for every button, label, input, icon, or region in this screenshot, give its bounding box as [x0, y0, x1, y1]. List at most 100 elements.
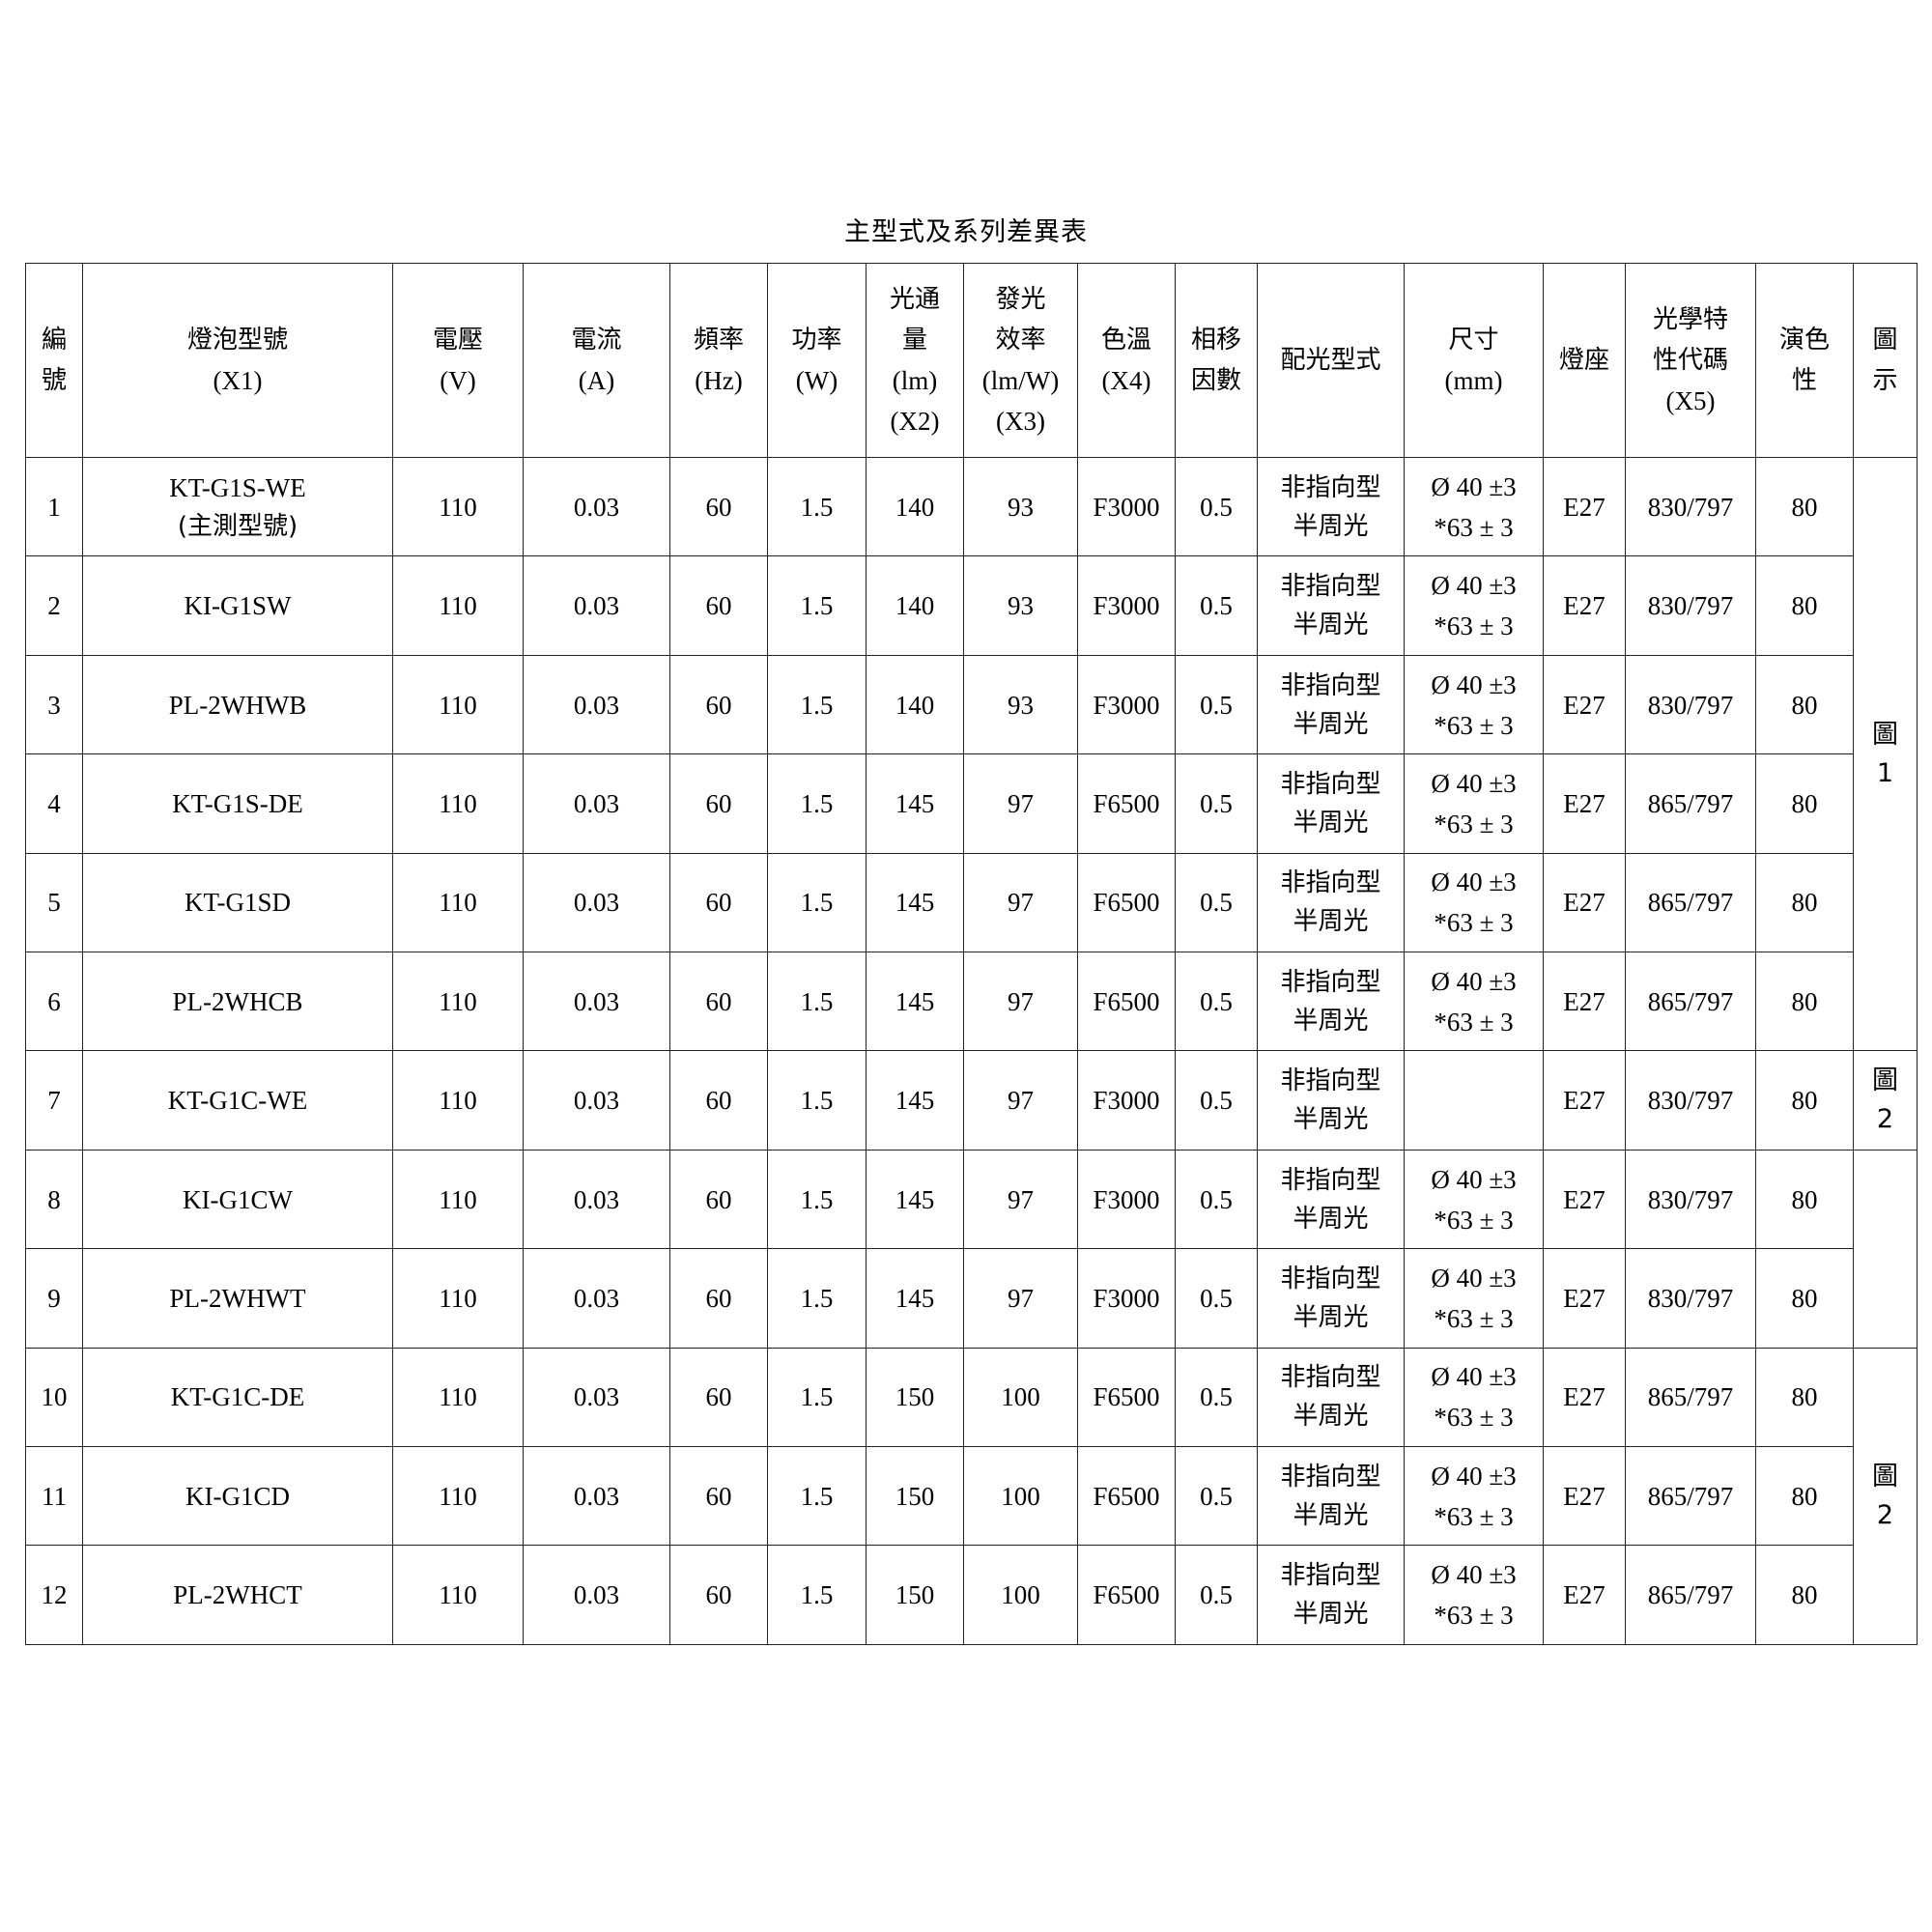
cell-efficacy: 93 [963, 555, 1078, 656]
cri-value: 80 [1791, 788, 1818, 818]
cell-cct: F3000 [1077, 1248, 1176, 1349]
cell-cri: 80 [1755, 1446, 1854, 1547]
cell-optical: 830/797 [1625, 654, 1756, 755]
header-size-unit: (mm) [1444, 366, 1503, 395]
header-power-label: 功率 [791, 326, 842, 355]
cell-model: PL-2WHWB [82, 654, 393, 755]
cell-optical: 865/797 [1625, 852, 1756, 953]
current-value: 0.03 [573, 1086, 620, 1116]
header-efficacy: 發光 效率 (lm/W) (X3) [963, 263, 1078, 458]
cell-no: 2 [25, 555, 83, 656]
current-value: 0.03 [573, 788, 620, 818]
pf-value: 0.5 [1200, 1184, 1233, 1214]
cell-power: 1.5 [767, 1545, 867, 1645]
cri-value: 80 [1791, 1481, 1818, 1511]
model-name: KT-G1C-WE [167, 1086, 308, 1116]
header-voltage-unit: (V) [440, 366, 476, 395]
distribution-value: 非指向型 半周光 [1280, 1363, 1381, 1432]
cell-model: KT-G1C-WE [82, 1050, 393, 1151]
cell-model: KT-G1SD [82, 852, 393, 953]
frequency-value: 60 [705, 1481, 732, 1511]
cell-cct: F3000 [1077, 1050, 1176, 1151]
header-flux: 光通 量 (lm) (X2) [866, 263, 964, 458]
pf-value: 0.5 [1200, 1382, 1233, 1412]
cell-optical: 830/797 [1625, 1149, 1756, 1250]
cell-no: 5 [25, 852, 83, 953]
cell-no: 7 [25, 1050, 83, 1151]
header-voltage: 電壓 (V) [392, 263, 524, 458]
model-name: KT-G1S-WE [169, 472, 306, 502]
current-value: 0.03 [573, 1184, 620, 1214]
header-optical-label: 光學特 性代碼 [1652, 305, 1728, 375]
cell-cct: F6500 [1077, 1446, 1176, 1547]
cell-base: E27 [1543, 1446, 1626, 1547]
cell-flux: 140 [866, 654, 964, 755]
cell-voltage: 110 [392, 753, 524, 854]
table-row: 5 KT-G1SD 110 0.03 60 1.5 145 97 F6500 0.5 非指向型 半周… [25, 852, 1918, 953]
cell-cct: F3000 [1077, 555, 1176, 656]
cri-value: 80 [1791, 591, 1818, 621]
header-power: 功率 (W) [767, 263, 867, 458]
no-value: 7 [47, 1086, 61, 1116]
cell-figure: 圖 2 [1853, 1050, 1918, 1151]
cell-figure: 圖 2 [1853, 1347, 1918, 1646]
flux-value: 145 [895, 1184, 935, 1214]
cell-efficacy: 100 [963, 1347, 1078, 1448]
distribution-value: 非指向型 半周光 [1280, 1165, 1381, 1234]
header-cct: 色溫 (X4) [1077, 263, 1176, 458]
voltage-value: 110 [439, 1184, 477, 1214]
pf-value: 0.5 [1200, 788, 1233, 818]
cell-power: 1.5 [767, 1446, 867, 1547]
model-name: KI-G1CD [185, 1481, 290, 1511]
cell-distribution: 非指向型 半周光 [1257, 1446, 1405, 1547]
cell-model: KI-G1CW [82, 1149, 393, 1250]
cell-flux: 150 [866, 1347, 964, 1448]
cell-base: E27 [1543, 1149, 1626, 1250]
header-distribution: 配光型式 [1257, 263, 1405, 458]
header-pf-label: 相移 因數 [1190, 326, 1241, 395]
model-name: KT-G1C-DE [170, 1382, 305, 1412]
pf-value: 0.5 [1200, 690, 1233, 720]
header-pf: 相移 因數 [1175, 263, 1258, 458]
header-efficacy-unit: (lm/W) (X3) [981, 366, 1060, 436]
cell-flux: 145 [866, 1050, 964, 1151]
cell-pf: 0.5 [1175, 555, 1258, 656]
flux-value: 145 [895, 986, 935, 1016]
cell-optical: 830/797 [1625, 555, 1756, 656]
cell-no: 3 [25, 654, 83, 755]
header-base: 燈座 [1543, 263, 1626, 458]
no-value: 12 [41, 1580, 68, 1610]
header-flux-unit: (lm) (X2) [890, 366, 940, 436]
cell-cct: F3000 [1077, 1149, 1176, 1250]
cell-no: 8 [25, 1149, 83, 1250]
cell-cri: 80 [1755, 456, 1854, 557]
header-current-unit: (A) [578, 366, 615, 395]
distribution-value: 非指向型 半周光 [1280, 1264, 1381, 1332]
flux-value: 150 [895, 1481, 935, 1511]
model-name: KI-G1SW [184, 591, 292, 621]
cri-value: 80 [1791, 690, 1818, 720]
cell-voltage: 110 [392, 852, 524, 953]
cell-flux: 145 [866, 1149, 964, 1250]
efficacy-value: 97 [1008, 1283, 1034, 1313]
cri-value: 80 [1791, 1580, 1818, 1610]
pf-value: 0.5 [1200, 1580, 1233, 1610]
size-value: Ø 40 ±3 *63 ± 3 [1431, 966, 1517, 1037]
cell-current: 0.03 [523, 1347, 670, 1448]
cell-efficacy: 100 [963, 1446, 1078, 1547]
base-value: E27 [1563, 1086, 1605, 1116]
cell-cct: F6500 [1077, 1347, 1176, 1448]
cell-voltage: 110 [392, 555, 524, 656]
cell-cct: F6500 [1077, 852, 1176, 953]
cell-model: KT-G1C-DE [82, 1347, 393, 1448]
cell-distribution: 非指向型 半周光 [1257, 1248, 1405, 1349]
base-value: E27 [1563, 492, 1605, 522]
cell-distribution: 非指向型 半周光 [1257, 1545, 1405, 1645]
cell-optical: 865/797 [1625, 1545, 1756, 1645]
base-value: E27 [1563, 986, 1605, 1016]
cell-cct: F6500 [1077, 1545, 1176, 1645]
table-row: 8 KI-G1CW 110 0.03 60 1.5 145 97 F3000 0.5 非指向型 半周… [25, 1149, 1918, 1349]
cell-optical: 830/797 [1625, 1248, 1756, 1349]
current-value: 0.03 [573, 492, 620, 522]
cell-flux: 150 [866, 1446, 964, 1547]
